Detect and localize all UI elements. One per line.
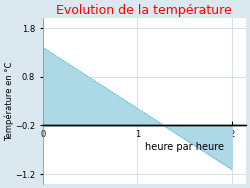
Title: Evolution de la température: Evolution de la température [56,4,232,17]
Y-axis label: Température en °C: Température en °C [4,61,14,141]
Text: heure par heure: heure par heure [145,143,224,152]
